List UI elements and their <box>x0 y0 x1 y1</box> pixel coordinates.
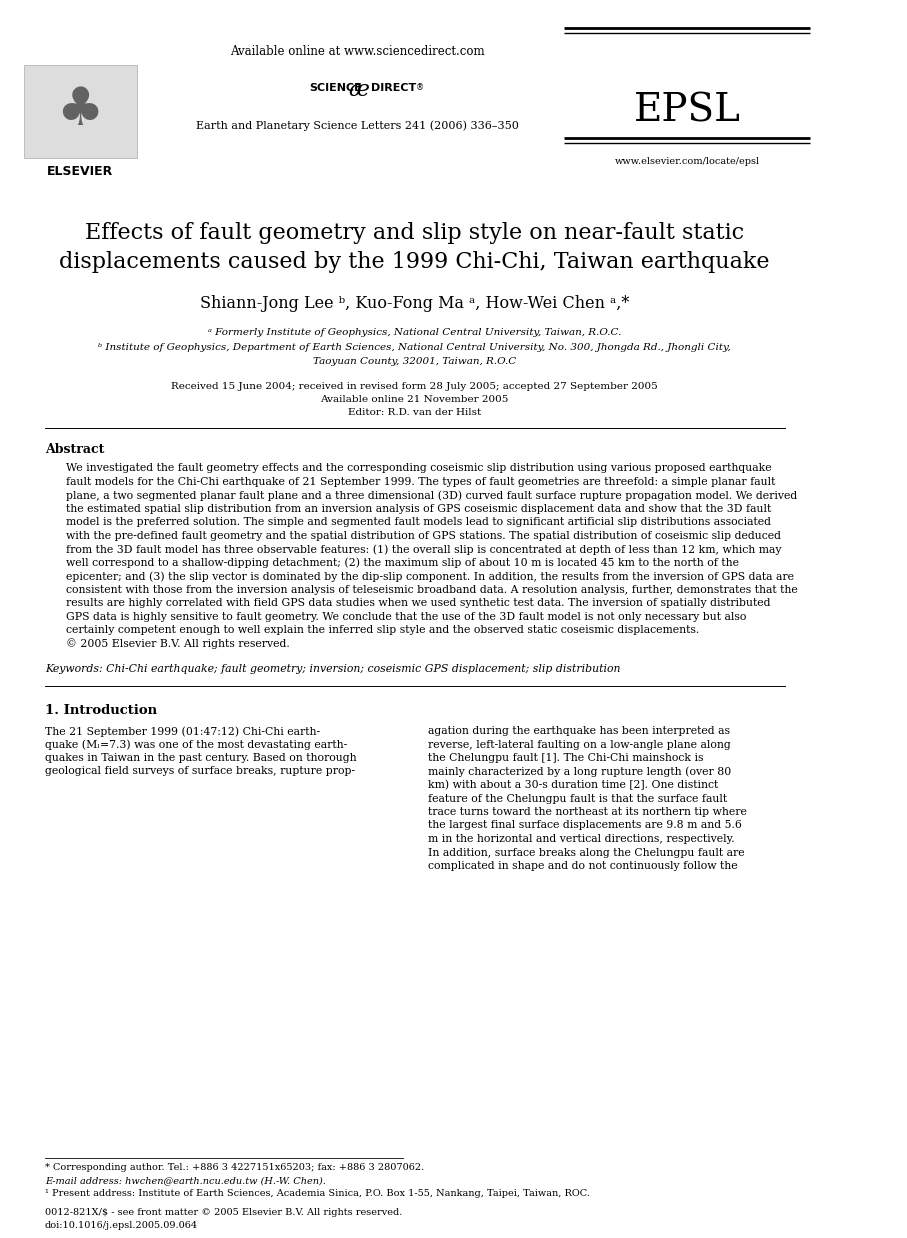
Text: In addition, surface breaks along the Chelungpu fault are: In addition, surface breaks along the Ch… <box>428 848 745 858</box>
Bar <box>24 66 137 158</box>
Text: We investigated the fault geometry effects and the corresponding coseismic slip : We investigated the fault geometry effec… <box>65 463 771 473</box>
Text: E-mail address: hwchen@earth.ncu.edu.tw (H.-W. Chen).: E-mail address: hwchen@earth.ncu.edu.tw … <box>45 1176 326 1185</box>
Text: the largest final surface displacements are 9.8 m and 5.6: the largest final surface displacements … <box>428 821 742 831</box>
Text: Editor: R.D. van der Hilst: Editor: R.D. van der Hilst <box>347 409 481 417</box>
Text: Keywords: Chi-Chi earthquake; fault geometry; inversion; coseismic GPS displacem: Keywords: Chi-Chi earthquake; fault geom… <box>45 664 620 673</box>
Text: with the pre-defined fault geometry and the spatial distribution of GPS stations: with the pre-defined fault geometry and … <box>65 531 781 541</box>
Text: ᵃ Formerly Institute of Geophysics, National Central University, Taiwan, R.O.C.: ᵃ Formerly Institute of Geophysics, Nati… <box>208 328 621 337</box>
Text: 0012-821X/$ - see front matter © 2005 Elsevier B.V. All rights reserved.: 0012-821X/$ - see front matter © 2005 El… <box>45 1208 403 1217</box>
Text: Shiann-Jong Lee ᵇ, Kuo-Fong Ma ᵃ, How-Wei Chen ᵃ,*: Shiann-Jong Lee ᵇ, Kuo-Fong Ma ᵃ, How-We… <box>200 295 629 312</box>
Text: feature of the Chelungpu fault is that the surface fault: feature of the Chelungpu fault is that t… <box>428 794 727 803</box>
Text: reverse, left-lateral faulting on a low-angle plane along: reverse, left-lateral faulting on a low-… <box>428 739 731 749</box>
Text: Received 15 June 2004; received in revised form 28 July 2005; accepted 27 Septem: Received 15 June 2004; received in revis… <box>171 383 658 391</box>
Text: Available online at www.sciencedirect.com: Available online at www.sciencedirect.co… <box>230 45 484 58</box>
Text: the Chelungpu fault [1]. The Chi-Chi mainshock is: the Chelungpu fault [1]. The Chi-Chi mai… <box>428 753 704 763</box>
Text: quakes in Taiwan in the past century. Based on thorough: quakes in Taiwan in the past century. Ba… <box>45 753 356 763</box>
Text: * Corresponding author. Tel.: +886 3 4227151x65203; fax: +886 3 2807062.: * Corresponding author. Tel.: +886 3 422… <box>45 1162 424 1172</box>
Text: æ: æ <box>348 79 369 102</box>
Text: mainly characterized by a long rupture length (over 80: mainly characterized by a long rupture l… <box>428 766 731 777</box>
Text: Abstract: Abstract <box>45 443 104 456</box>
Text: results are highly correlated with field GPS data studies when we used synthetic: results are highly correlated with field… <box>65 598 770 608</box>
Text: Taoyuan County, 32001, Taiwan, R.O.C: Taoyuan County, 32001, Taiwan, R.O.C <box>313 357 516 366</box>
Text: the estimated spatial slip distribution from an inversion analysis of GPS coseis: the estimated spatial slip distribution … <box>65 504 771 514</box>
Text: quake (Mₗ=7.3) was one of the most devastating earth-: quake (Mₗ=7.3) was one of the most devas… <box>45 739 347 750</box>
Text: complicated in shape and do not continuously follow the: complicated in shape and do not continuo… <box>428 860 737 872</box>
Text: EPSL: EPSL <box>633 92 740 129</box>
Text: ᵇ Institute of Geophysics, Department of Earth Sciences, National Central Univer: ᵇ Institute of Geophysics, Department of… <box>98 343 731 352</box>
Text: certainly competent enough to well explain the inferred slip style and the obser: certainly competent enough to well expla… <box>65 625 699 635</box>
Text: agation during the earthquake has been interpreted as: agation during the earthquake has been i… <box>428 725 730 737</box>
Text: well correspond to a shallow-dipping detachment; (2) the maximum slip of about 1: well correspond to a shallow-dipping det… <box>65 557 738 568</box>
Text: fault models for the Chi-Chi earthquake of 21 September 1999. The types of fault: fault models for the Chi-Chi earthquake … <box>65 477 775 487</box>
Text: displacements caused by the 1999 Chi-Chi, Taiwan earthquake: displacements caused by the 1999 Chi-Chi… <box>59 251 770 274</box>
Text: consistent with those from the inversion analysis of teleseismic broadband data.: consistent with those from the inversion… <box>65 584 797 594</box>
Text: ¹ Present address: Institute of Earth Sciences, Academia Sinica, P.O. Box 1-55, : ¹ Present address: Institute of Earth Sc… <box>45 1188 590 1198</box>
Text: geological field surveys of surface breaks, rupture prop-: geological field surveys of surface brea… <box>45 766 355 776</box>
Text: doi:10.1016/j.epsl.2005.09.064: doi:10.1016/j.epsl.2005.09.064 <box>45 1221 198 1231</box>
Text: The 21 September 1999 (01:47:12) Chi-Chi earth-: The 21 September 1999 (01:47:12) Chi-Chi… <box>45 725 320 737</box>
Text: www.elsevier.com/locate/epsl: www.elsevier.com/locate/epsl <box>614 157 759 166</box>
Text: epicenter; and (3) the slip vector is dominated by the dip-slip component. In ad: epicenter; and (3) the slip vector is do… <box>65 571 794 582</box>
Text: m in the horizontal and vertical directions, respectively.: m in the horizontal and vertical directi… <box>428 834 735 844</box>
Text: from the 3D fault model has three observable features: (1) the overall slip is c: from the 3D fault model has three observ… <box>65 543 781 555</box>
Text: ELSEVIER: ELSEVIER <box>47 165 113 178</box>
Text: GPS data is highly sensitive to fault geometry. We conclude that the use of the : GPS data is highly sensitive to fault ge… <box>65 612 746 621</box>
Text: model is the preferred solution. The simple and segmented fault models lead to s: model is the preferred solution. The sim… <box>65 517 771 527</box>
Text: Earth and Planetary Science Letters 241 (2006) 336–350: Earth and Planetary Science Letters 241 … <box>196 120 519 130</box>
Text: plane, a two segmented planar fault plane and a three dimensional (3D) curved fa: plane, a two segmented planar fault plan… <box>65 490 797 500</box>
Text: Effects of fault geometry and slip style on near-fault static: Effects of fault geometry and slip style… <box>85 222 744 244</box>
Text: ®: ® <box>416 83 424 92</box>
Text: trace turns toward the northeast at its northern tip where: trace turns toward the northeast at its … <box>428 807 746 817</box>
Text: DIRECT: DIRECT <box>371 83 416 93</box>
Text: © 2005 Elsevier B.V. All rights reserved.: © 2005 Elsevier B.V. All rights reserved… <box>65 639 289 649</box>
Text: 1. Introduction: 1. Introduction <box>45 704 157 717</box>
Text: Available online 21 November 2005: Available online 21 November 2005 <box>320 395 509 404</box>
Text: SCIENCE: SCIENCE <box>309 83 362 93</box>
Text: ♣: ♣ <box>56 84 104 136</box>
Text: km) with about a 30-s duration time [2]. One distinct: km) with about a 30-s duration time [2].… <box>428 780 718 790</box>
